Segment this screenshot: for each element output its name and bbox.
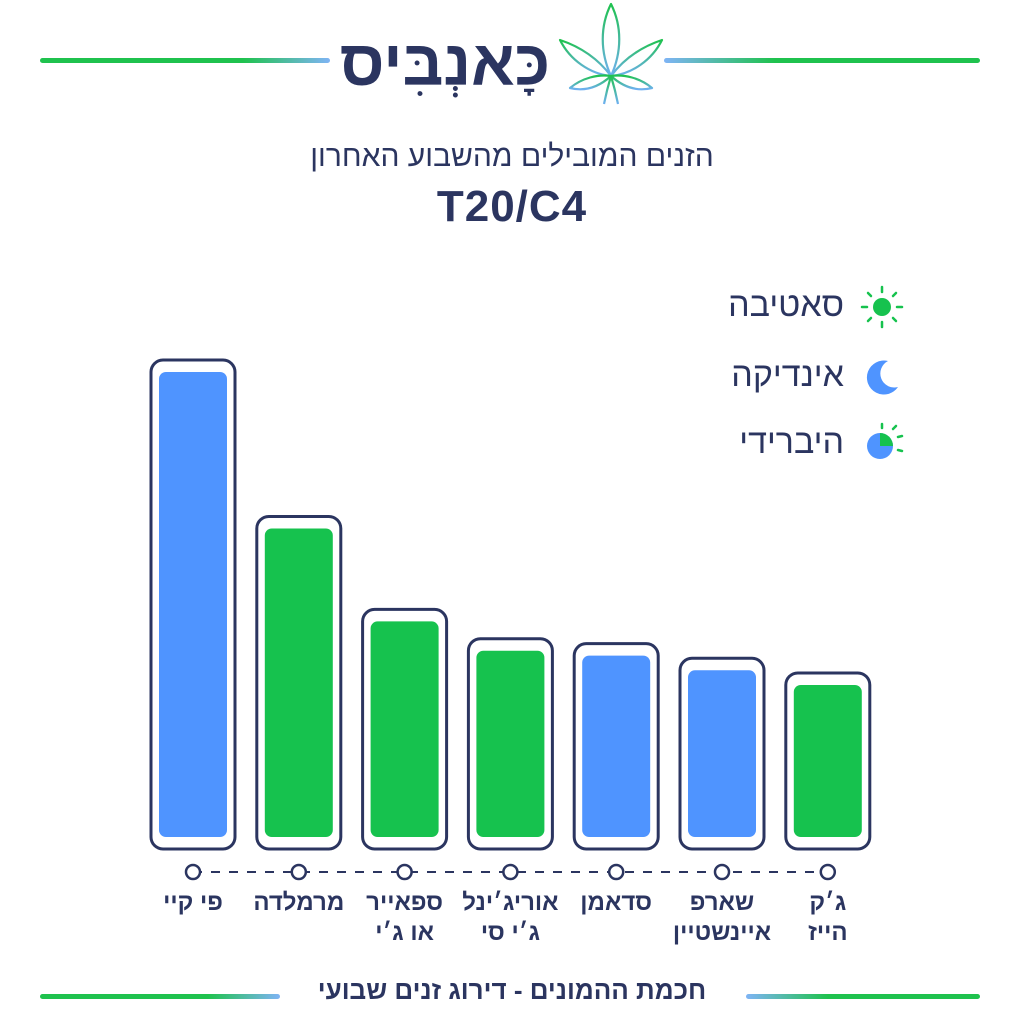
bar (688, 670, 756, 837)
legend-item-indica: אינדיקה (731, 355, 898, 395)
footer-rule-right (746, 994, 980, 999)
category-label: ג׳ק הייז (808, 889, 848, 946)
bar (476, 650, 545, 837)
chart-subtitle: הזנים המובילים מהשבוע האחרון (310, 140, 714, 173)
x-axis-marker (184, 863, 202, 881)
bar-chart (149, 358, 872, 881)
category-label: סדאמן (580, 889, 653, 916)
legend-item-sativa: סאטיבה (728, 285, 904, 329)
category-label: פי קיי (163, 889, 223, 916)
bar (159, 372, 227, 837)
footer-rule-left (40, 994, 280, 999)
category-label: שארפ איינשטיין (672, 889, 772, 946)
bar (582, 655, 651, 837)
header-rule-left (40, 58, 330, 63)
brand-logo-text: כָּאנְבִּיס (339, 27, 551, 99)
legend-label-hybrid: היברידי (739, 423, 844, 461)
half-sun-moon-icon (867, 422, 904, 459)
x-axis-marker (713, 863, 731, 881)
x-axis-marker (607, 863, 625, 881)
footer-text: חכמת ההמונים - דירוג זנים שבועי (317, 975, 707, 1005)
bar (370, 621, 439, 837)
category-label: אוריג׳ינל ג׳י סי (462, 889, 559, 946)
x-axis-marker (819, 863, 837, 881)
x-axis-marker (502, 863, 519, 881)
x-axis-marker (396, 863, 413, 881)
header-rule-right (664, 58, 980, 63)
x-axis-marker (290, 863, 308, 881)
category-label: ספאייר או ג׳י (366, 889, 444, 946)
bar (793, 684, 862, 837)
sun-icon (860, 285, 904, 329)
legend-label-indica: אינדיקה (731, 356, 844, 394)
category-label: מרמלדה (253, 889, 345, 916)
legend-item-hybrid: היברידי (739, 422, 904, 462)
bar (264, 528, 333, 837)
moon-icon (866, 360, 898, 395)
chart-title: T20/C4 (436, 182, 588, 231)
legend-label-sativa: סאטיבה (728, 286, 844, 324)
cannabis-leaf-icon (558, 2, 664, 105)
